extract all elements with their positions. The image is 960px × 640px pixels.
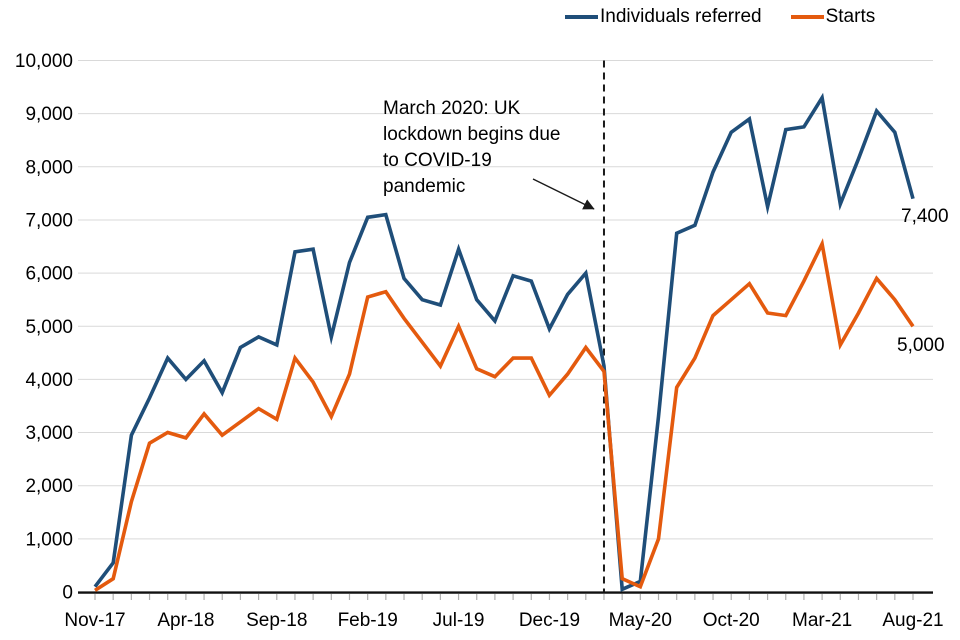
x-axis-tick-label: Sep-18 — [246, 610, 307, 631]
y-axis-tick-label: 4,000 — [25, 370, 73, 391]
data-label-starts-end: 5,000 — [897, 335, 945, 356]
y-axis-tick-label: 1,000 — [25, 529, 73, 550]
series-line-starts — [94, 238, 915, 592]
x-axis-tick-label: May-20 — [609, 610, 672, 631]
y-axis-tick-label: 3,000 — [25, 423, 73, 444]
x-axis-tick-label: Jul-19 — [433, 610, 485, 631]
y-axis-tick-label: 8,000 — [25, 157, 73, 178]
legend-item-starts: Starts — [790, 6, 876, 28]
series-line-individuals-referred — [93, 92, 915, 592]
annotation-line-4: pandemic — [383, 176, 466, 197]
x-axis-tick-label: Aug-21 — [882, 610, 943, 631]
legend-label-referred: Individuals referred — [600, 6, 762, 27]
y-axis-tick-label: 9,000 — [25, 104, 73, 125]
legend-item-referred: Individuals referred — [565, 6, 762, 28]
x-axis-tick-label: Dec-19 — [519, 610, 580, 631]
x-axis-tick-label: Feb-19 — [338, 610, 398, 631]
annotation-line-1: March 2020: UK — [383, 98, 521, 119]
x-axis-tick-label: Oct-20 — [703, 610, 760, 631]
annotation-arrow-icon — [532, 178, 595, 210]
data-label-referred-end: 7,400 — [901, 206, 949, 227]
y-axis-tick-label: 0 — [62, 583, 73, 604]
y-axis-tick-label: 2,000 — [25, 476, 73, 497]
legend: Individuals referred Starts — [565, 6, 904, 28]
annotation-line-3: to COVID-19 — [383, 150, 492, 171]
x-axis-tick-label: Apr-18 — [157, 610, 214, 631]
y-axis-tick-label: 5,000 — [25, 317, 73, 338]
event-annotation: March 2020: UK lockdown begins due to CO… — [383, 96, 560, 200]
x-axis-tick-label: Mar-21 — [792, 610, 852, 631]
y-axis-tick-label: 10,000 — [15, 51, 73, 72]
y-axis-tick-label: 6,000 — [25, 264, 73, 285]
x-axis-tick-label: Nov-17 — [64, 610, 125, 631]
annotation-line-2: lockdown begins due — [383, 124, 561, 145]
legend-swatch-referred-icon — [565, 15, 598, 19]
legend-swatch-starts-icon — [790, 15, 824, 19]
legend-label-starts: Starts — [825, 6, 876, 27]
y-axis-tick-label: 7,000 — [25, 210, 73, 231]
